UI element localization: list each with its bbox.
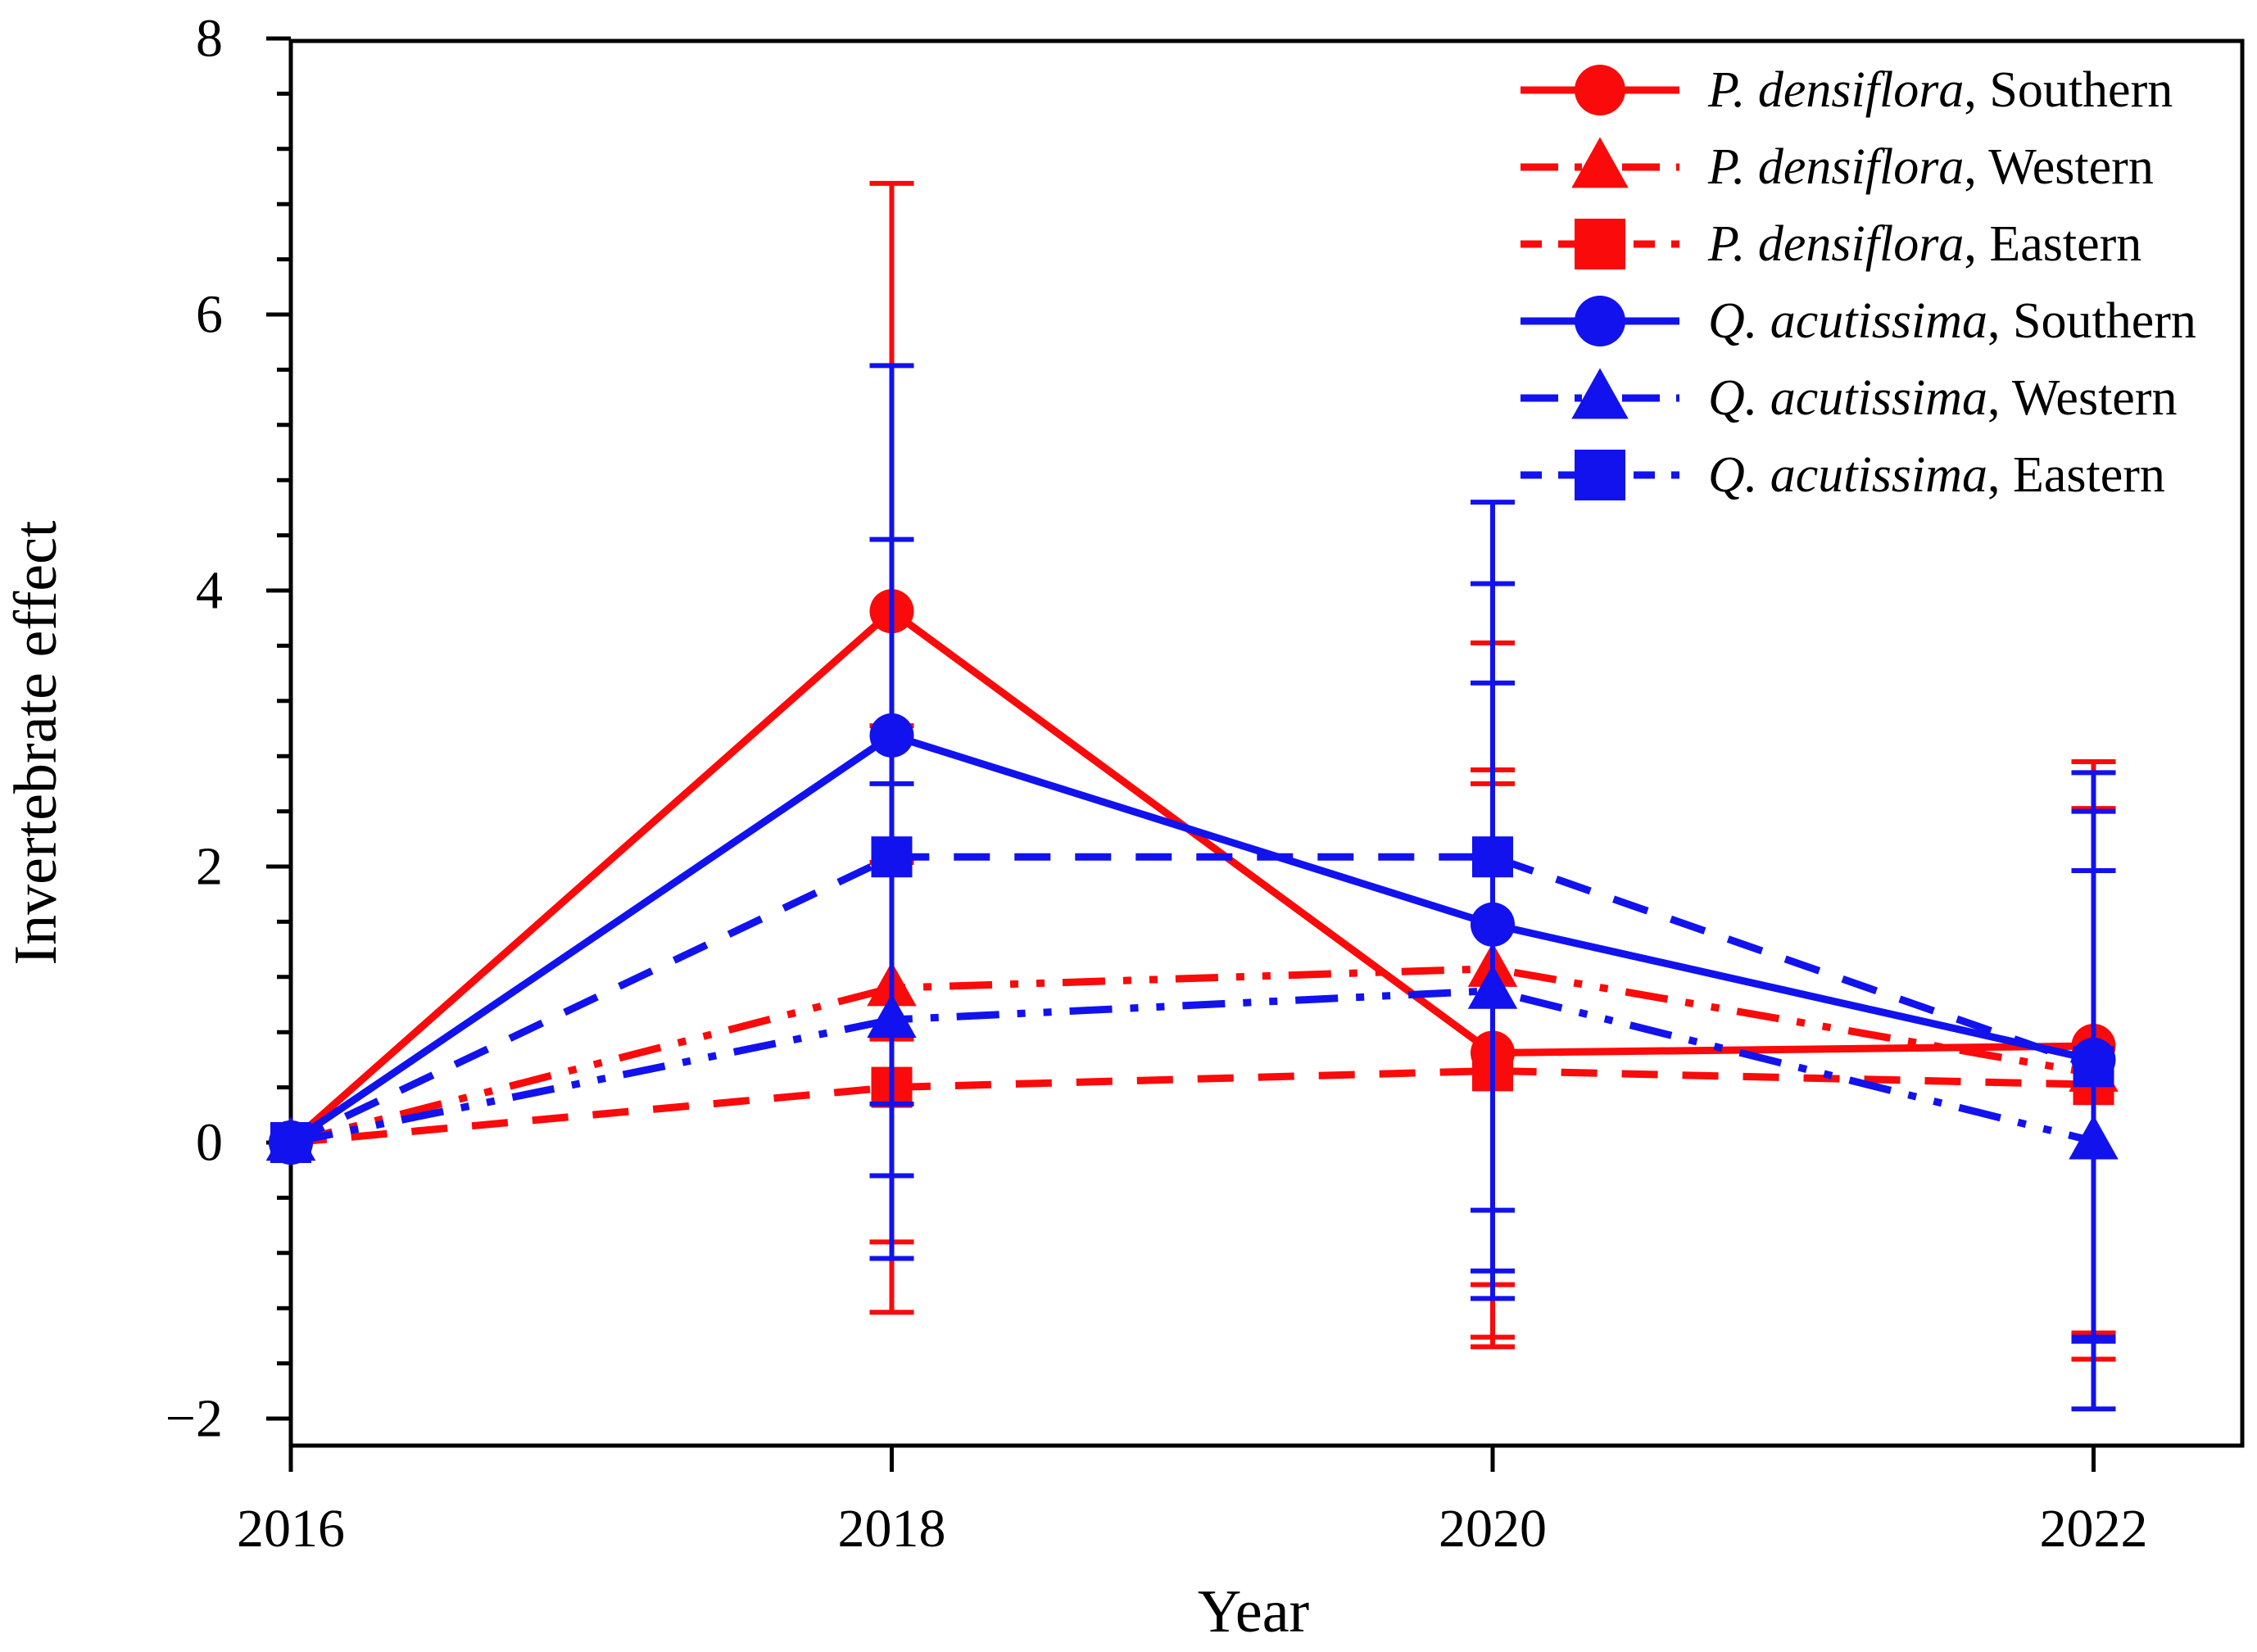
series-line-southern bbox=[288, 731, 2095, 1146]
legend-label: Q. acutissima, Eastern bbox=[1708, 447, 2165, 503]
legend-label: Q. acutissima, Western bbox=[1708, 370, 2177, 426]
y-axis-title: Invertebrate effect bbox=[2, 520, 70, 965]
x-tick-label: 2016 bbox=[237, 1499, 345, 1559]
plot-frame bbox=[288, 38, 2245, 1448]
legend-item-2: P. densiflora, Western bbox=[1521, 139, 2154, 195]
series-line-eastern bbox=[289, 853, 2095, 1147]
y-tick-label: 2 bbox=[196, 837, 223, 897]
legend-square-marker bbox=[1575, 219, 1625, 269]
triangle-marker bbox=[1467, 964, 1518, 1009]
legend-circle-marker bbox=[1575, 296, 1625, 346]
y-tick-label: 8 bbox=[196, 9, 223, 69]
y-tick-label: −2 bbox=[165, 1389, 223, 1449]
y-tick-label: 4 bbox=[196, 561, 223, 621]
legend-triangle-marker bbox=[1571, 368, 1629, 419]
circle-marker bbox=[1471, 902, 1515, 947]
legend-item-1: P. densiflora, Southern bbox=[1521, 62, 2173, 118]
legend-label: Q. acutissima, Southern bbox=[1708, 293, 2196, 349]
x-tick-label: 2018 bbox=[838, 1499, 946, 1559]
legend-circle-marker bbox=[1575, 65, 1625, 115]
series-line-eastern bbox=[290, 1066, 2094, 1147]
series-line-southern bbox=[288, 606, 2094, 1146]
series-group bbox=[288, 180, 2116, 1362]
x-tick-label: 2022 bbox=[2040, 1499, 2148, 1559]
y-tick-label: 0 bbox=[196, 1113, 223, 1173]
square-marker bbox=[871, 836, 913, 878]
legend-item-5: Q. acutissima, Western bbox=[1521, 370, 2177, 426]
square-marker bbox=[270, 1122, 311, 1163]
legend-item-4: Q. acutissima, Southern bbox=[1521, 293, 2196, 349]
circle-marker bbox=[869, 713, 914, 758]
legend-label: P. densiflora, Southern bbox=[1707, 62, 2173, 118]
square-marker bbox=[2073, 1046, 2114, 1088]
legend-square-marker bbox=[1575, 450, 1625, 500]
series-group bbox=[288, 363, 2116, 1412]
series-line-western bbox=[289, 965, 2095, 1147]
y-tick-label: 6 bbox=[196, 285, 223, 345]
x-tick-label: 2020 bbox=[1439, 1499, 1547, 1559]
legend-label: P. densiflora, Eastern bbox=[1707, 216, 2141, 272]
triangle-marker bbox=[2069, 1115, 2119, 1160]
legend-label: P. densiflora, Western bbox=[1707, 139, 2154, 195]
series-line-western bbox=[290, 987, 2095, 1147]
square-marker bbox=[1472, 836, 1513, 878]
legend-triangle-marker bbox=[1571, 137, 1629, 188]
legend-item-3: P. densiflora, Eastern bbox=[1521, 216, 2141, 272]
triangle-marker bbox=[867, 993, 917, 1039]
x-axis-title: Year bbox=[1198, 1578, 1309, 1645]
